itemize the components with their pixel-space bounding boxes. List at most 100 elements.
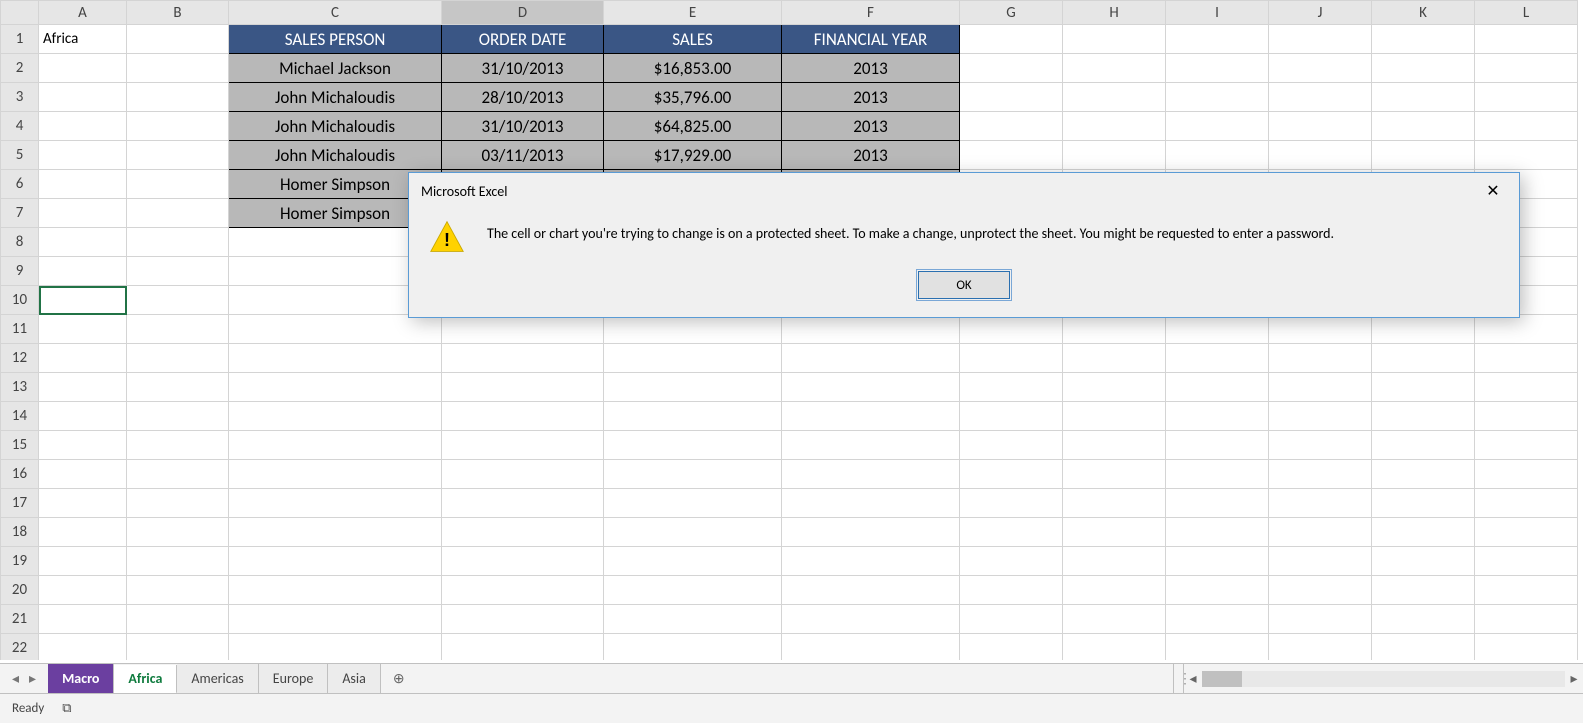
cell-K3[interactable] <box>1372 83 1475 112</box>
cell-G12[interactable] <box>960 344 1063 373</box>
cell-C3[interactable]: John Michaloudis <box>229 83 442 112</box>
cell-K1[interactable] <box>1372 25 1475 54</box>
cell-K2[interactable] <box>1372 54 1475 83</box>
cell-F22[interactable] <box>782 634 960 661</box>
cell-G15[interactable] <box>960 431 1063 460</box>
cell-F13[interactable] <box>782 373 960 402</box>
cell-A16[interactable] <box>39 460 127 489</box>
cell-L22[interactable] <box>1475 634 1578 661</box>
cell-A7[interactable] <box>39 199 127 228</box>
cell-C4[interactable]: John Michaloudis <box>229 112 442 141</box>
tab-nav-next[interactable]: ▸ <box>29 670 36 687</box>
cell-A18[interactable] <box>39 518 127 547</box>
cell-A12[interactable] <box>39 344 127 373</box>
cell-G21[interactable] <box>960 605 1063 634</box>
row-header-20[interactable]: 20 <box>1 576 39 605</box>
cell-F20[interactable] <box>782 576 960 605</box>
cell-E1[interactable]: SALES <box>604 25 782 54</box>
cell-I2[interactable] <box>1166 54 1269 83</box>
column-header-J[interactable]: J <box>1269 1 1372 25</box>
column-header-A[interactable]: A <box>39 1 127 25</box>
cell-B18[interactable] <box>127 518 229 547</box>
spreadsheet-grid[interactable]: ABCDEFGHIJKL1AfricaSALES PERSONORDER DAT… <box>0 0 1583 660</box>
cell-L19[interactable] <box>1475 547 1578 576</box>
select-all-corner[interactable] <box>1 1 39 25</box>
cell-I1[interactable] <box>1166 25 1269 54</box>
cell-C5[interactable]: John Michaloudis <box>229 141 442 170</box>
cell-L1[interactable] <box>1475 25 1578 54</box>
cell-C15[interactable] <box>229 431 442 460</box>
cell-D5[interactable]: 03/11/2013 <box>442 141 604 170</box>
cell-C1[interactable]: SALES PERSON <box>229 25 442 54</box>
row-header-2[interactable]: 2 <box>1 54 39 83</box>
cell-D15[interactable] <box>442 431 604 460</box>
cell-J2[interactable] <box>1269 54 1372 83</box>
cell-A13[interactable] <box>39 373 127 402</box>
cell-J12[interactable] <box>1269 344 1372 373</box>
column-header-D[interactable]: D <box>442 1 604 25</box>
row-header-10[interactable]: 10 <box>1 286 39 315</box>
cell-B1[interactable] <box>127 25 229 54</box>
cell-G19[interactable] <box>960 547 1063 576</box>
sheet-tab-macro[interactable]: Macro <box>48 664 114 693</box>
cell-F12[interactable] <box>782 344 960 373</box>
row-header-4[interactable]: 4 <box>1 112 39 141</box>
cell-C11[interactable] <box>229 315 442 344</box>
cell-K5[interactable] <box>1372 141 1475 170</box>
cell-H16[interactable] <box>1063 460 1166 489</box>
cell-H17[interactable] <box>1063 489 1166 518</box>
cell-E11[interactable] <box>604 315 782 344</box>
cell-D11[interactable] <box>442 315 604 344</box>
cell-A1[interactable]: Africa <box>39 25 127 54</box>
cell-L14[interactable] <box>1475 402 1578 431</box>
column-header-C[interactable]: C <box>229 1 442 25</box>
cell-B16[interactable] <box>127 460 229 489</box>
cell-L12[interactable] <box>1475 344 1578 373</box>
row-header-7[interactable]: 7 <box>1 199 39 228</box>
cell-K18[interactable] <box>1372 518 1475 547</box>
cell-A17[interactable] <box>39 489 127 518</box>
cell-E3[interactable]: $35,796.00 <box>604 83 782 112</box>
cell-L18[interactable] <box>1475 518 1578 547</box>
cell-J16[interactable] <box>1269 460 1372 489</box>
cell-A19[interactable] <box>39 547 127 576</box>
row-header-8[interactable]: 8 <box>1 228 39 257</box>
cell-J21[interactable] <box>1269 605 1372 634</box>
cell-E12[interactable] <box>604 344 782 373</box>
cell-B21[interactable] <box>127 605 229 634</box>
column-header-H[interactable]: H <box>1063 1 1166 25</box>
cell-L20[interactable] <box>1475 576 1578 605</box>
cell-G14[interactable] <box>960 402 1063 431</box>
tab-nav-prev[interactable]: ◂ <box>12 670 19 687</box>
horizontal-scrollbar[interactable]: ◂ ▸ <box>1183 664 1583 693</box>
cell-G3[interactable] <box>960 83 1063 112</box>
column-header-B[interactable]: B <box>127 1 229 25</box>
cell-A14[interactable] <box>39 402 127 431</box>
cell-E17[interactable] <box>604 489 782 518</box>
cell-J17[interactable] <box>1269 489 1372 518</box>
row-header-11[interactable]: 11 <box>1 315 39 344</box>
cell-A22[interactable] <box>39 634 127 661</box>
cell-E16[interactable] <box>604 460 782 489</box>
cell-F17[interactable] <box>782 489 960 518</box>
cell-J13[interactable] <box>1269 373 1372 402</box>
cell-F16[interactable] <box>782 460 960 489</box>
cell-D18[interactable] <box>442 518 604 547</box>
close-icon[interactable]: ✕ <box>1479 177 1507 205</box>
cell-J22[interactable] <box>1269 634 1372 661</box>
cell-H1[interactable] <box>1063 25 1166 54</box>
cell-C16[interactable] <box>229 460 442 489</box>
column-header-L[interactable]: L <box>1475 1 1578 25</box>
cell-A3[interactable] <box>39 83 127 112</box>
cell-K15[interactable] <box>1372 431 1475 460</box>
row-header-16[interactable]: 16 <box>1 460 39 489</box>
row-header-9[interactable]: 9 <box>1 257 39 286</box>
cell-I17[interactable] <box>1166 489 1269 518</box>
cell-B12[interactable] <box>127 344 229 373</box>
cell-H3[interactable] <box>1063 83 1166 112</box>
cell-G5[interactable] <box>960 141 1063 170</box>
row-header-17[interactable]: 17 <box>1 489 39 518</box>
cell-B22[interactable] <box>127 634 229 661</box>
cell-D17[interactable] <box>442 489 604 518</box>
ok-button[interactable]: OK <box>918 271 1010 299</box>
